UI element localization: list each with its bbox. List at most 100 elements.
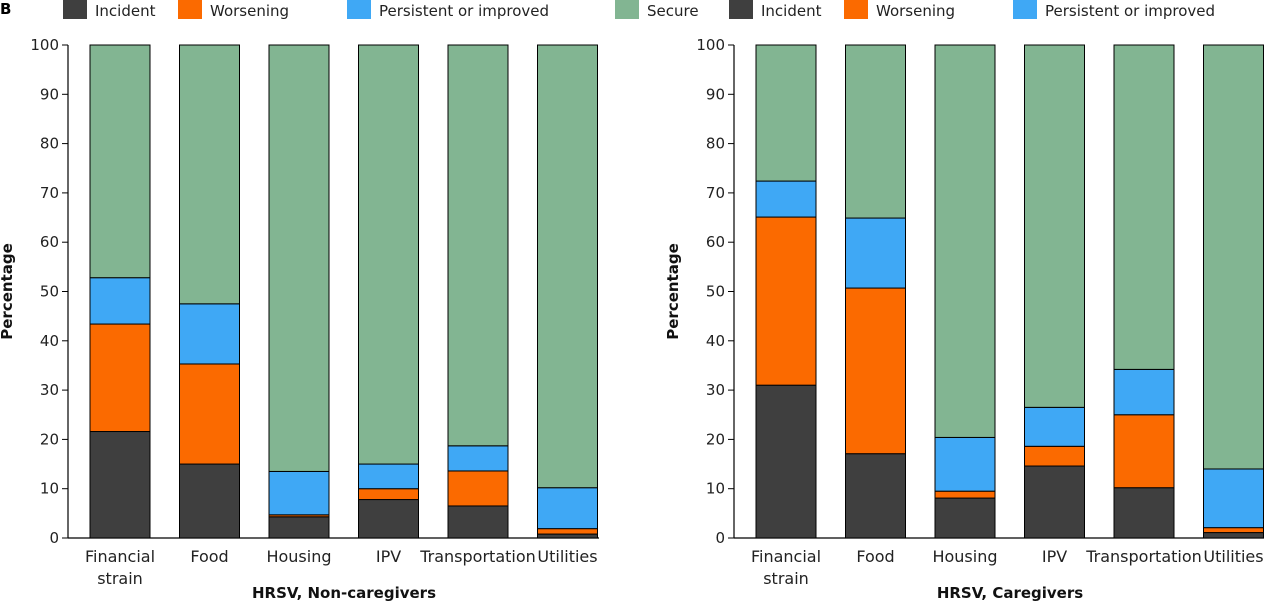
bar-segment-incident (89, 431, 151, 539)
bar-segment-persistent-or-improved (1024, 406, 1085, 447)
x-tick-label: IPV (376, 547, 401, 566)
bar-segment-worsening (1113, 414, 1175, 489)
bar-segment-persistent-or-improved (845, 217, 906, 289)
legend-label-0: Incident (95, 2, 156, 20)
legend-swatch-2 (1013, 0, 1037, 19)
bar-segment-incident (845, 453, 906, 539)
y-axis-title: Percentage (664, 243, 682, 340)
bar-segment-worsening (1024, 445, 1085, 467)
x-tick-label: strain (763, 569, 809, 588)
bar-segment-incident (358, 499, 419, 539)
bar-segment-worsening (755, 216, 817, 386)
y-tick-label: 70 (40, 184, 59, 202)
bar-segment-incident (934, 497, 996, 539)
legend-swatch-0 (729, 0, 753, 19)
x-tick-label: IPV (1042, 547, 1067, 566)
bar-segment-persistent-or-improved (1113, 368, 1175, 416)
bar-segment-secure (179, 44, 240, 305)
legend-swatch-0 (63, 0, 87, 19)
x-axis-title: HRSV, Caregivers (937, 584, 1083, 602)
bar-segment-secure (755, 44, 817, 182)
y-tick-label: 20 (706, 430, 725, 448)
bar-segment-secure (1024, 44, 1085, 408)
panel-label: B (0, 0, 12, 18)
bar-segment-secure (1113, 44, 1175, 370)
bar-segment-secure (268, 44, 330, 472)
y-tick-label: 60 (40, 233, 59, 251)
legend-label-1: Worsening (876, 2, 955, 20)
bar-segment-worsening (447, 470, 509, 507)
bar-segment-incident (537, 533, 598, 539)
bar-segment-secure (447, 44, 509, 447)
y-tick-label: 10 (706, 480, 725, 498)
bar-segment-incident (268, 516, 330, 539)
y-tick-label: 20 (40, 430, 59, 448)
y-tick-label: 80 (40, 135, 59, 153)
y-tick-label: 90 (706, 85, 725, 103)
legend-label-2: Persistent or improved (1045, 2, 1215, 20)
bar-segment-persistent-or-improved (89, 277, 151, 325)
legend-swatch-2 (347, 0, 371, 19)
bar-segment-incident (447, 505, 509, 539)
y-tick-label: 50 (706, 283, 725, 301)
bar-segment-persistent-or-improved (358, 463, 419, 490)
x-tick-label: Financial (751, 547, 821, 566)
x-tick-label: strain (97, 569, 143, 588)
bar-segment-incident (755, 384, 817, 539)
y-tick-label: 70 (706, 184, 725, 202)
x-tick-label: Housing (932, 547, 997, 566)
y-tick-label: 80 (706, 135, 725, 153)
legend-swatch-1 (844, 0, 868, 19)
y-tick-label: 30 (40, 381, 59, 399)
y-tick-label: 30 (706, 381, 725, 399)
bar-segment-persistent-or-improved (1203, 468, 1264, 529)
bar-segment-persistent-or-improved (447, 445, 509, 472)
bar-segment-persistent-or-improved (934, 436, 996, 492)
bar-segment-worsening (1203, 527, 1264, 534)
bar-segment-incident (1024, 465, 1085, 539)
y-tick-label: 0 (49, 529, 59, 547)
bar-segment-incident (1203, 532, 1264, 539)
legend-label-1: Worsening (210, 2, 289, 20)
bar-segment-worsening (845, 287, 906, 455)
x-tick-label: Utilities (1203, 547, 1263, 566)
y-tick-label: 50 (40, 283, 59, 301)
bar-segment-worsening (179, 363, 240, 465)
bar-segment-worsening (537, 528, 598, 535)
y-tick-label: 40 (40, 332, 59, 350)
bar-segment-secure (358, 44, 419, 465)
x-tick-label: Financial (85, 547, 155, 566)
bar-segment-incident (1113, 487, 1175, 539)
bar-segment-worsening (358, 488, 419, 501)
bar-segment-persistent-or-improved (537, 487, 598, 530)
bar-segment-secure (89, 44, 151, 279)
x-tick-label: Utilities (537, 547, 597, 566)
bar-segment-secure (1203, 44, 1264, 470)
legend-label-0: Incident (761, 2, 822, 20)
x-tick-label: Food (190, 547, 228, 566)
x-tick-label: Housing (266, 547, 331, 566)
x-tick-label: Food (856, 547, 894, 566)
legend-label-2: Persistent or improved (379, 2, 549, 20)
bar-segment-incident (179, 463, 240, 539)
bar-segment-persistent-or-improved (179, 303, 240, 365)
x-tick-label: Transportation (419, 547, 536, 566)
y-tick-label: 40 (706, 332, 725, 350)
bar-segment-worsening (934, 490, 996, 499)
bar-segment-secure (845, 44, 906, 219)
y-tick-label: 100 (696, 36, 725, 54)
legend-swatch-3 (615, 0, 639, 19)
y-axis-title: Percentage (0, 243, 16, 340)
y-tick-label: 10 (40, 480, 59, 498)
bar-segment-persistent-or-improved (268, 470, 330, 516)
legend-label-3: Secure (647, 2, 699, 20)
bar-segment-persistent-or-improved (755, 180, 817, 218)
x-axis-title: HRSV, Non-caregivers (252, 584, 436, 602)
bar-segment-secure (934, 44, 996, 438)
legend-swatch-1 (178, 0, 202, 19)
y-tick-label: 60 (706, 233, 725, 251)
y-tick-label: 100 (30, 36, 59, 54)
bar-segment-secure (537, 44, 598, 489)
y-tick-label: 90 (40, 85, 59, 103)
